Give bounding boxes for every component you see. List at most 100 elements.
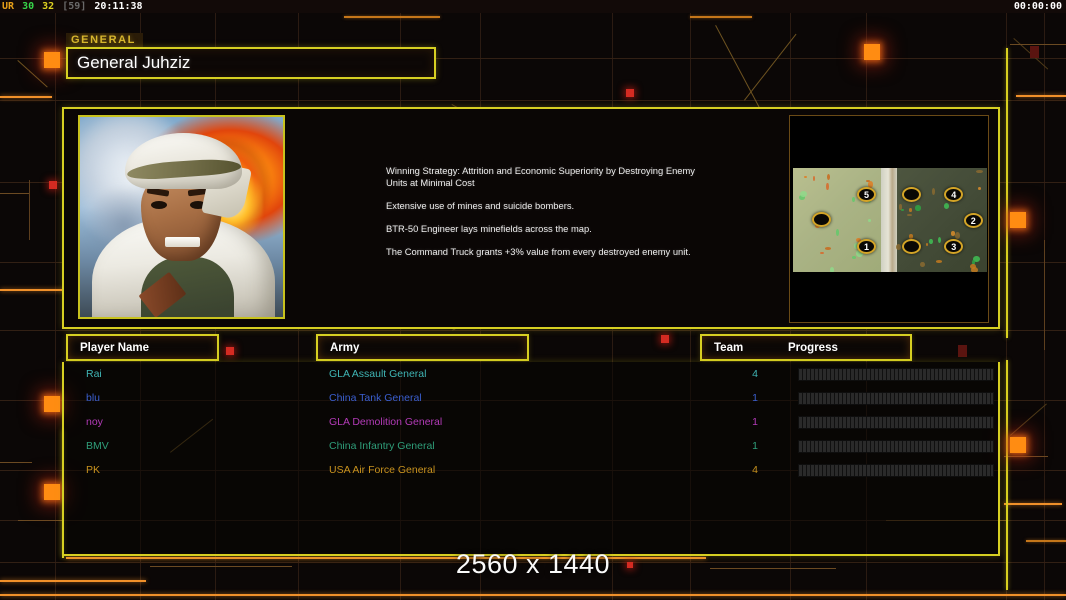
player-progress-bar [798,415,994,429]
map-terrain-blob [931,187,936,195]
map-terrain-blob [926,242,929,247]
player-team-cell: 4 [752,464,758,476]
map-terrain-blob [820,251,824,255]
map-terrain-blob [915,205,921,211]
player-team-cell: 4 [752,368,758,380]
column-header-army[interactable]: Army [316,334,529,361]
column-header-player-name-label: Player Name [80,341,150,354]
description-line: Winning Strategy: Attrition and Economic… [386,165,695,189]
match-timer: 00:00:00 [1013,1,1062,12]
map-terrain-blob [800,191,808,198]
table-row[interactable]: Rai GLA Assault General 4 [64,362,998,386]
player-progress-bar [798,439,994,453]
player-name-cell: PK [86,464,101,476]
map-terrain-blob [826,183,829,191]
top-status-bar: UR 30 32 [59] 20:11:38 00:00:00 [0,0,1066,13]
map-start-position-5[interactable]: 5 [857,186,877,202]
map-start-position-empty[interactable] [812,211,832,227]
map-terrain-blob [896,244,902,250]
player-name-cell: noy [86,416,103,428]
map-terrain-blob [970,267,978,272]
general-name-field[interactable]: General Juhziz [66,47,436,79]
map-terrain-blob [830,267,835,272]
map-terrain-blob [799,195,805,200]
map-start-position-1[interactable]: 1 [857,238,877,254]
map-terrain-blob [824,247,832,250]
map-preview-image: 5 1 4 2 3 [793,168,987,272]
player-name-cell: blu [86,392,101,404]
general-name-value: General Juhziz [77,53,191,72]
map-terrain-blob [920,261,925,268]
map-start-position-2[interactable]: 2 [963,212,983,228]
player-progress-bar [798,367,994,381]
status-value-yellow: 32 [42,1,55,12]
map-terrain-blob [970,264,977,270]
player-army-cell: GLA Demolition General [329,416,443,428]
player-army-cell: China Tank General [329,392,422,404]
map-terrain-blob [804,176,807,179]
map-terrain-blob [978,187,981,191]
column-header-player-name[interactable]: Player Name [66,334,219,361]
map-terrain-blob [973,256,980,263]
map-start-position-3[interactable]: 3 [944,238,964,254]
player-progress-bar [798,391,994,405]
map-terrain-blob [898,204,903,210]
general-portrait-image [78,115,285,319]
map-terrain-blob [868,218,872,222]
player-name-cell: BMV [86,440,109,452]
player-team-cell: 1 [752,416,758,428]
table-row[interactable]: PK USA Air Force General 4 [64,458,998,482]
map-terrain-blob [935,260,942,263]
player-team-cell: 1 [752,392,758,404]
player-name-cell: Rai [86,368,102,380]
status-clock: 20:11:38 [94,1,143,12]
description-line: Extensive use of mines and suicide bombe… [386,200,575,212]
map-start-position-empty[interactable] [901,186,921,202]
map-start-position-empty[interactable] [901,238,921,254]
description-line: BTR-50 Engineer lays minefields across t… [386,223,592,235]
map-terrain-blob [943,203,949,209]
column-header-army-label: Army [330,341,360,354]
map-terrain-blob [854,243,859,249]
description-line: The Command Truck grants +3% value from … [386,246,691,258]
player-roster-table: Rai GLA Assault General 4 blu China Tank Gen… [62,362,1000,556]
column-header-progress-label: Progress [788,341,838,354]
map-start-position-4[interactable]: 4 [944,186,964,202]
status-label: UR [2,1,15,12]
column-header-team-label: Team [714,341,744,354]
map-terrain-blob [852,256,857,260]
player-army-cell: GLA Assault General [329,368,427,380]
player-team-cell: 1 [752,440,758,452]
map-terrain-blob [906,213,912,217]
general-tab-label: GENERAL [66,33,143,47]
map-terrain-blob [836,229,840,236]
map-terrain-blob [908,234,914,239]
map-terrain-blob [971,259,975,265]
map-terrain-blob [826,174,831,181]
resolution-overlay: 2560 x 1440 [455,549,611,579]
map-terrain-blob [955,232,961,239]
map-terrain-blob [855,250,863,257]
player-army-cell: China Infantry General [329,440,435,452]
general-info-panel: Winning Strategy: Attrition and Economic… [62,107,1000,329]
status-value-green: 30 [22,1,35,12]
map-terrain-blob [900,209,905,212]
column-header-team-progress[interactable]: Team Progress [700,334,912,361]
map-terrain-blob [855,237,862,243]
table-row[interactable]: noy GLA Demolition General 1 [64,410,998,434]
player-army-cell: USA Air Force General [329,464,436,476]
map-terrain-blob [976,170,983,174]
map-terrain-blob [908,208,913,213]
map-terrain-blob [937,236,941,244]
table-row[interactable]: blu China Tank General 1 [64,386,998,410]
map-preview-panel[interactable]: 5 1 4 2 3 [789,115,989,323]
map-terrain-blob [867,181,874,188]
player-progress-bar [798,463,994,477]
map-terrain-blob [851,197,856,203]
map-terrain-blob [813,175,816,181]
map-terrain-blob [950,231,956,236]
table-row[interactable]: BMV China Infantry General 1 [64,434,998,458]
map-terrain-blob [865,179,871,182]
general-description: Winning Strategy: Attrition and Economic… [386,165,716,258]
